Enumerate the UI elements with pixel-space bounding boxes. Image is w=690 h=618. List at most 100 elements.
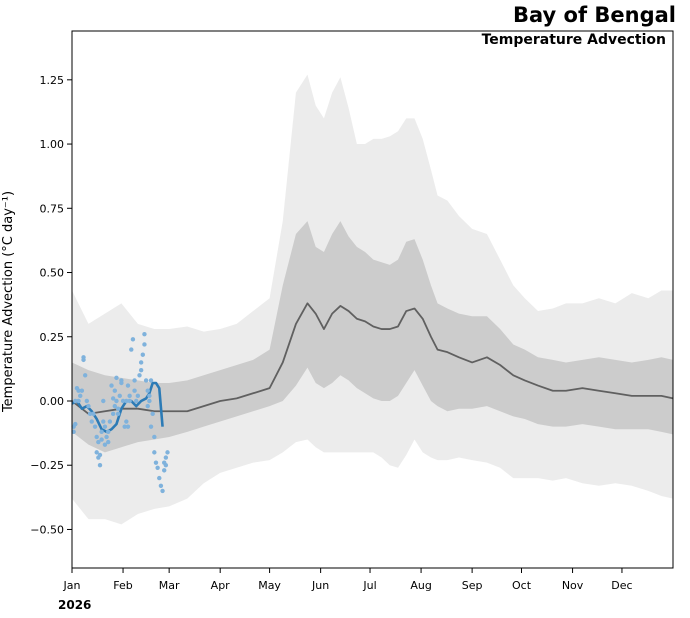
member-point bbox=[82, 373, 88, 378]
member-point bbox=[87, 411, 93, 417]
member-point bbox=[89, 419, 94, 424]
member-point bbox=[157, 475, 162, 481]
member-point bbox=[124, 398, 129, 404]
member-point bbox=[102, 442, 108, 447]
member-point bbox=[102, 424, 108, 429]
member-point bbox=[147, 398, 152, 404]
member-point bbox=[101, 419, 106, 424]
member-point bbox=[86, 403, 91, 409]
member-point bbox=[132, 378, 137, 383]
x-tick-label: Feb bbox=[113, 579, 132, 592]
member-point bbox=[155, 465, 160, 470]
member-point bbox=[140, 352, 146, 357]
member-point bbox=[148, 424, 154, 429]
x-axis: Jan Feb Mar Apr May Jun Jul Aug Sep Oct Nov Dec bbox=[63, 568, 633, 592]
x-tick-label: Nov bbox=[562, 579, 584, 592]
member-point bbox=[142, 331, 147, 337]
inner-range-band bbox=[72, 221, 673, 453]
member-point bbox=[99, 437, 104, 442]
member-point bbox=[158, 483, 164, 488]
member-point bbox=[165, 450, 170, 455]
y-tick-label: 1.00 bbox=[40, 138, 65, 151]
y-tick-label: −0.50 bbox=[30, 523, 64, 536]
member-point bbox=[148, 378, 154, 383]
member-point bbox=[71, 429, 76, 435]
member-point bbox=[91, 411, 96, 417]
y-axis: −0.50 −0.25 0.00 0.25 0.50 0.75 1.00 1.25 bbox=[30, 74, 72, 536]
x-tick-label: Dec bbox=[611, 579, 632, 592]
member-point bbox=[162, 468, 167, 473]
y-tick-label: −0.25 bbox=[30, 459, 64, 472]
member-point bbox=[110, 396, 116, 401]
member-point bbox=[106, 429, 111, 435]
member-point bbox=[94, 450, 99, 455]
y-tick-label: 0.50 bbox=[40, 267, 65, 280]
range-bands bbox=[72, 74, 673, 525]
member-point bbox=[138, 360, 144, 365]
member-point bbox=[147, 393, 152, 399]
member-point bbox=[143, 378, 149, 383]
member-point bbox=[106, 439, 111, 445]
member-point bbox=[122, 424, 127, 429]
member-point bbox=[127, 398, 132, 404]
member-point bbox=[99, 429, 104, 435]
member-point bbox=[138, 367, 144, 373]
y-axis-label: Temperature Advection (°C day⁻¹) bbox=[1, 191, 16, 413]
member-point bbox=[78, 393, 83, 399]
x-tick-label: Jul bbox=[362, 579, 376, 592]
y-tick-label: 1.25 bbox=[40, 74, 65, 87]
member-point bbox=[96, 439, 101, 445]
member-point bbox=[117, 393, 122, 399]
member-point bbox=[134, 398, 139, 404]
member-point bbox=[84, 398, 90, 404]
member-point bbox=[73, 398, 78, 404]
x-tick-label: Sep bbox=[462, 579, 483, 592]
member-point bbox=[152, 434, 157, 440]
member-point bbox=[97, 452, 103, 458]
member-point bbox=[119, 378, 124, 383]
member-point bbox=[76, 388, 81, 393]
x-tick-label: Oct bbox=[512, 579, 532, 592]
member-point bbox=[107, 419, 113, 424]
member-point bbox=[129, 347, 134, 352]
member-point bbox=[142, 342, 147, 347]
member-point bbox=[120, 398, 126, 404]
chart-subtitle: Temperature Advection bbox=[481, 32, 666, 48]
member-point bbox=[97, 463, 103, 468]
member-point bbox=[81, 357, 86, 363]
member-point bbox=[92, 424, 98, 429]
chart-title: Bay of Bengal bbox=[512, 3, 676, 27]
x-tick-label: Jun bbox=[311, 579, 329, 592]
climatology-mean-line bbox=[71, 302, 674, 415]
member-point bbox=[104, 434, 109, 440]
member-point bbox=[163, 455, 169, 460]
member-point bbox=[109, 383, 114, 388]
member-point bbox=[137, 373, 142, 378]
member-point bbox=[76, 398, 81, 404]
x-tick-label: Apr bbox=[211, 579, 231, 592]
member-point bbox=[145, 403, 150, 409]
member-point bbox=[125, 383, 131, 388]
x-tick-label: May bbox=[258, 579, 281, 592]
member-point bbox=[73, 421, 78, 427]
member-point bbox=[110, 411, 116, 417]
member-point bbox=[132, 388, 137, 393]
member-point bbox=[130, 337, 136, 342]
member-point bbox=[153, 460, 159, 465]
y-tick-label: 0.00 bbox=[40, 395, 65, 408]
y-tick-label: 0.25 bbox=[40, 331, 65, 344]
member-point bbox=[114, 398, 119, 404]
y-tick-label: 0.75 bbox=[40, 202, 65, 215]
member-point bbox=[112, 403, 118, 409]
member-point bbox=[101, 398, 106, 404]
member-point bbox=[160, 488, 165, 494]
member-point bbox=[115, 406, 121, 411]
member-point bbox=[127, 393, 132, 399]
x-tick-label: Jan bbox=[63, 579, 81, 592]
plot-frame bbox=[71, 30, 674, 569]
year-label: 2026 bbox=[58, 598, 92, 612]
member-point bbox=[115, 411, 121, 417]
member-points bbox=[71, 331, 170, 494]
member-point bbox=[152, 450, 157, 455]
